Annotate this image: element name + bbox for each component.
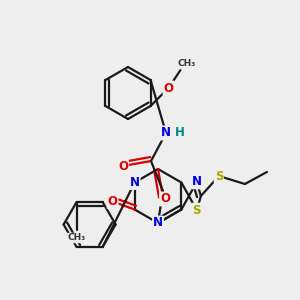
Text: CH₃: CH₃ — [68, 233, 86, 242]
Text: N: N — [153, 217, 163, 230]
Text: O: O — [118, 160, 128, 172]
Text: O: O — [164, 82, 173, 94]
Text: N: N — [130, 176, 140, 189]
Text: S: S — [214, 169, 223, 182]
Text: O: O — [108, 195, 118, 208]
Text: O: O — [160, 193, 170, 206]
Text: H: H — [175, 127, 185, 140]
Text: CH₃: CH₃ — [177, 59, 196, 68]
Text: N: N — [161, 127, 171, 140]
Text: S: S — [193, 204, 201, 217]
Text: N: N — [192, 176, 202, 188]
